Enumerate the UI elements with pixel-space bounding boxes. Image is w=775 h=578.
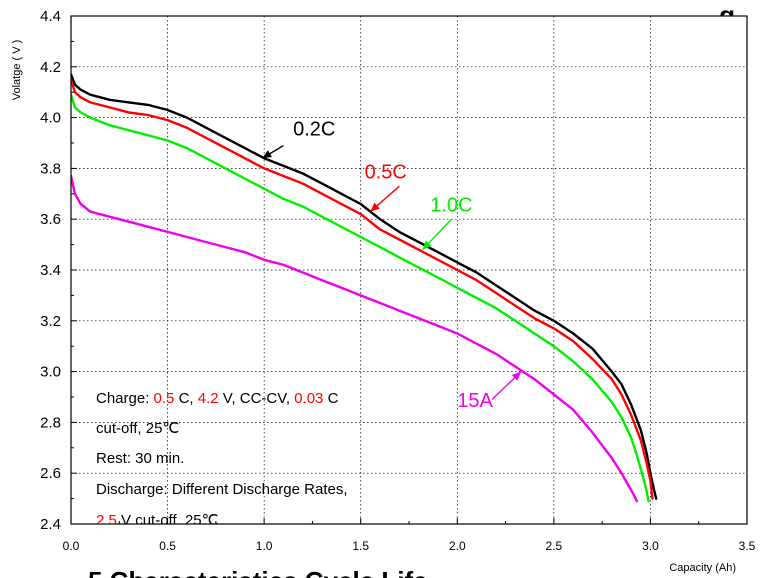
y-tick-label: 3.0	[40, 364, 61, 381]
y-tick-label: 4.2	[40, 59, 61, 76]
condition-line-discharge-cutoff: 2.5 V cut-off, 25℃	[96, 512, 218, 529]
annotation-arrow-15a	[491, 371, 522, 401]
y-tick-label: 2.4	[40, 516, 61, 533]
y-tick-label: 4.0	[40, 110, 61, 127]
y-tick-label: 2.8	[40, 414, 61, 431]
x-axis-title: Capacity (Ah)	[669, 562, 736, 574]
y-tick-label: 4.4	[40, 8, 61, 25]
x-tick-label: 3.0	[642, 539, 659, 553]
y-tick-label: 3.8	[40, 160, 61, 177]
condition-line-discharge: Discharge: Different Discharge Rates,	[96, 481, 348, 498]
series-line-0-5c	[71, 78, 654, 500]
series-layer	[71, 73, 658, 503]
annotation-label-1-0c: 1.0C	[430, 195, 472, 217]
condition-line-charge: Charge: 0.5 C, 4.2 V, CC-CV, 0.03 C	[96, 390, 339, 407]
y-tick-label: 3.6	[40, 211, 61, 228]
x-tick-label: 2.5	[546, 539, 563, 553]
series-line-1-0c	[71, 93, 650, 503]
annotation-arrow-0-5c	[369, 185, 400, 213]
condition-line-cutoff: cut-off, 25℃	[96, 420, 179, 437]
x-tick-label: 0.0	[63, 539, 80, 553]
x-tick-label: 1.0	[256, 539, 273, 553]
annotation-label-0-5c: 0.5C	[365, 162, 407, 184]
tick-labels: 0.0 0.5 1.0 1.5 2.0 2.5 3.0 3.5 2.4 2.6 2.8 3.0 3.2 3…	[40, 8, 756, 553]
series-line-0-2c	[71, 73, 658, 500]
annotation-label-15a: 15A	[457, 390, 493, 412]
x-tick-label: 1.5	[352, 539, 369, 553]
x-tick-label: 0.5	[159, 539, 176, 553]
x-tick-label: 2.0	[449, 539, 466, 553]
annotation-arrow-0-2c	[261, 144, 284, 159]
caption-fragment: 5 Characteristics Cycle Life	[88, 566, 428, 578]
series-line-15a	[71, 174, 639, 503]
y-axis-title: Volatge ( V )	[11, 40, 23, 101]
series-annotations: 0.2C 0.5C 1.0C 15A	[261, 118, 522, 412]
condition-line-rest: Rest: 30 min.	[96, 450, 184, 467]
annotation-arrow-1-0c	[422, 218, 452, 251]
y-tick-label: 3.4	[40, 262, 61, 279]
y-tick-label: 3.2	[40, 313, 61, 330]
test-conditions: Charge: 0.5 C, 4.2 V, CC-CV, 0.03 C cut-…	[96, 390, 348, 529]
axis-ticks	[70, 15, 748, 525]
annotation-label-0-2c: 0.2C	[293, 118, 335, 140]
y-tick-label: 2.6	[40, 465, 61, 482]
x-tick-label: 3.5	[739, 539, 756, 553]
